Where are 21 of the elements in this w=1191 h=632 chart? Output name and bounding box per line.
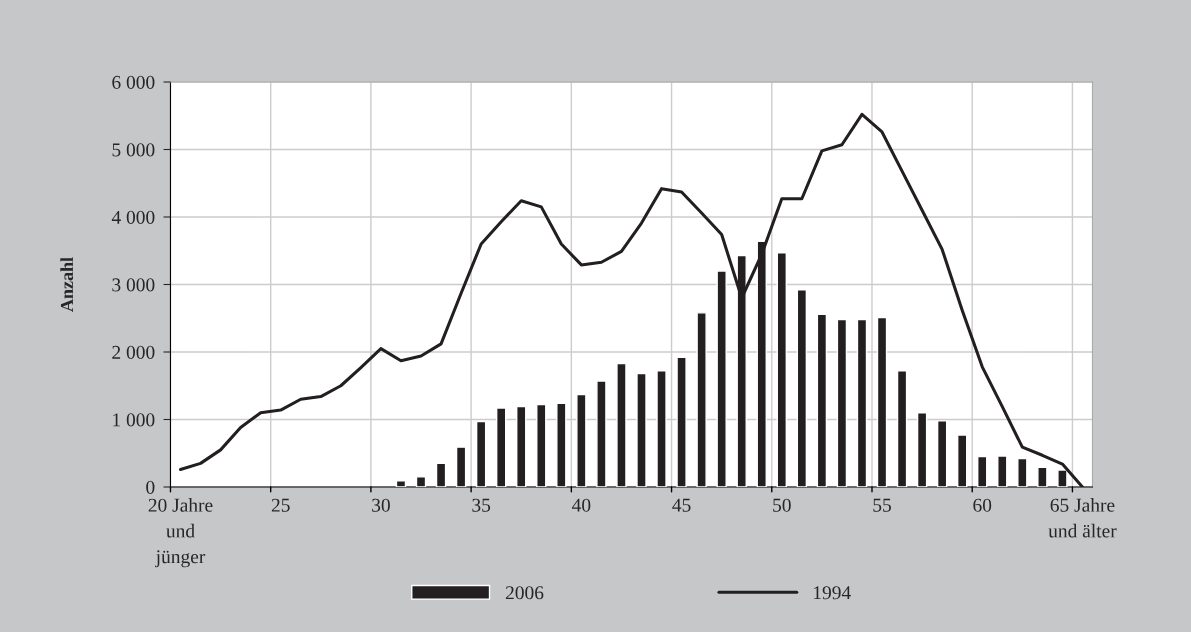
x-tick-label: 45 <box>672 498 691 512</box>
x-tick-label: 60 <box>973 498 992 512</box>
x-tick-label: 30 <box>372 498 390 512</box>
y-tick-label: 0 <box>146 480 155 494</box>
x-tick-label: 25 <box>271 498 290 512</box>
legend-label: 1994 <box>814 586 851 600</box>
y-tick-label: 5 000 <box>112 143 155 157</box>
x-tick-label: 40 <box>572 498 591 512</box>
y-tick-label: 1 000 <box>113 413 155 427</box>
y-tick-label: 6 000 <box>112 75 155 89</box>
y-tick-label: 3 000 <box>112 278 155 292</box>
y-tick-label: 2 000 <box>112 345 155 359</box>
y-tick-label: 4 000 <box>111 210 155 224</box>
x-tick-label: 35 <box>472 498 491 512</box>
y-axis-title: Anzahl <box>60 257 74 312</box>
line-series <box>178 112 1084 487</box>
x-tick-label: 50 <box>773 498 791 512</box>
x-tick-label: 55 <box>873 498 891 512</box>
x-tick-label: 65 Jahre und älter <box>1048 498 1117 538</box>
x-tick-label: 20 Jahre und jünger <box>148 498 213 568</box>
legend-label: 2006 <box>505 586 544 600</box>
